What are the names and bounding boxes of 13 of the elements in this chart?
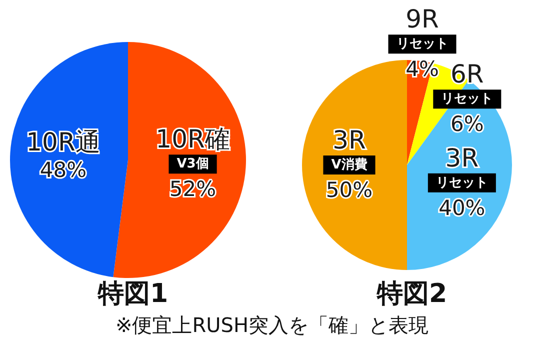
slice-label: 9R リセット (396, 4, 448, 52)
data-label: 6% (450, 112, 484, 136)
data-label: 48% (40, 158, 87, 182)
slice-label: 3R リセット (436, 143, 488, 190)
text: 特図1 (96, 279, 168, 309)
data-label: 52% (169, 177, 216, 202)
slice-label: 10R通 (26, 127, 100, 156)
text: 特図2 (376, 279, 448, 309)
data-label: 50% (326, 178, 373, 202)
slice-label: 10R確 V3個 (156, 124, 230, 172)
slice-label: 3R V消費 (331, 126, 368, 172)
text: ※便宜上RUSH突入を「確」と表現 (114, 312, 430, 339)
data-label: 40% (438, 196, 486, 220)
